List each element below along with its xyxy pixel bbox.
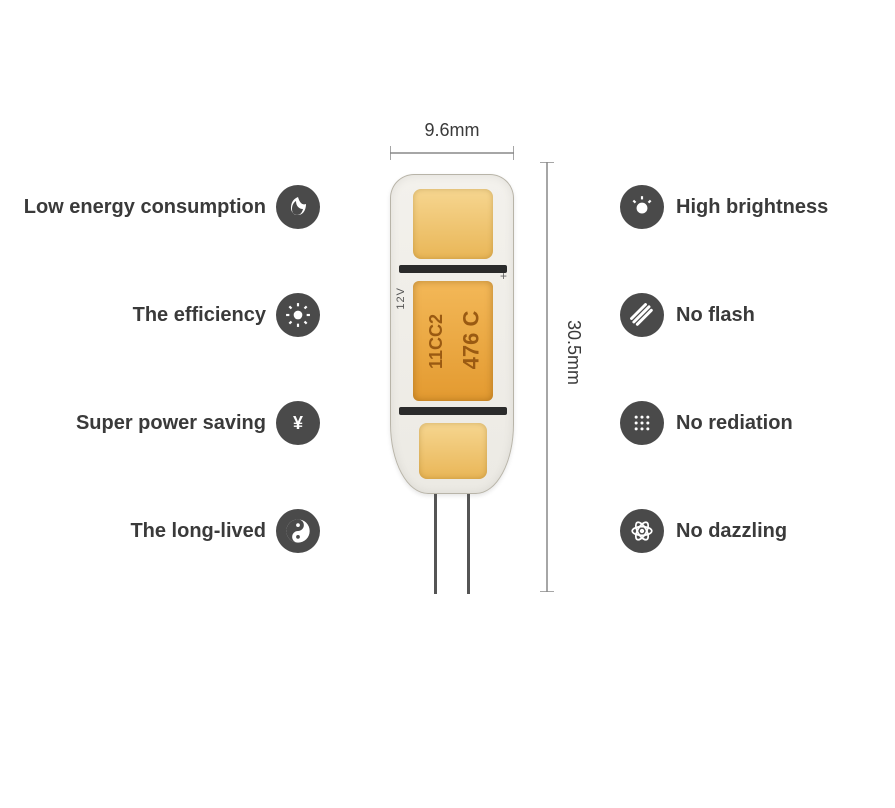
feature-long-lived: The long-lived bbox=[0, 509, 320, 553]
led-bulb: 12V + 476 C 11CC2 bbox=[390, 174, 514, 594]
feature-label: The long-lived bbox=[130, 520, 266, 543]
yen-icon: ¥ bbox=[276, 401, 320, 445]
feature-power-saving: Super power saving ¥ bbox=[0, 401, 320, 445]
slash-icon bbox=[620, 293, 664, 337]
voltage-label: 12V bbox=[395, 287, 407, 310]
bulb-icon bbox=[620, 185, 664, 229]
chip-text-2: 11CC2 bbox=[426, 314, 447, 369]
feature-no-dazzling: No dazzling bbox=[620, 509, 890, 553]
feature-no-radiation: No rediation bbox=[620, 401, 890, 445]
height-dimension-label: 30.5mm bbox=[563, 320, 584, 385]
width-dimension-label: 9.6mm bbox=[392, 120, 512, 141]
feature-label: The efficiency bbox=[133, 304, 266, 327]
feature-low-energy: Low energy consumption bbox=[0, 185, 320, 229]
pin-right bbox=[467, 494, 470, 594]
width-dimension-line bbox=[390, 146, 514, 160]
chip-text-1: 476 C bbox=[459, 311, 485, 370]
yinyang-icon bbox=[276, 509, 320, 553]
right-features-list: High brightness No flash No rediation No… bbox=[620, 185, 890, 553]
feature-label: Low energy consumption bbox=[24, 196, 266, 219]
polarity-mark: + bbox=[500, 269, 507, 283]
capacitor-chip: 476 C 11CC2 bbox=[413, 281, 493, 401]
feature-efficiency: The efficiency bbox=[0, 293, 320, 337]
sun-icon bbox=[276, 293, 320, 337]
feature-label: No dazzling bbox=[676, 520, 787, 543]
feature-label: No flash bbox=[676, 304, 755, 327]
left-features-list: Low energy consumption The efficiency Su… bbox=[0, 185, 320, 553]
circuit-band bbox=[399, 265, 507, 273]
feature-label: Super power saving bbox=[76, 412, 266, 435]
circuit-band bbox=[399, 407, 507, 415]
led-chip-bottom bbox=[419, 423, 487, 479]
feature-label: High brightness bbox=[676, 196, 828, 219]
infographic-container: Low energy consumption The efficiency Su… bbox=[0, 0, 895, 808]
pin-left bbox=[434, 494, 437, 594]
dots-icon bbox=[620, 401, 664, 445]
product-diagram: 9.6mm 30.5mm 12V + 476 C 11CC2 bbox=[345, 120, 595, 680]
svg-text:¥: ¥ bbox=[293, 413, 303, 433]
led-chip-top bbox=[413, 189, 493, 259]
height-dimension-line bbox=[540, 162, 554, 592]
feature-no-flash: No flash bbox=[620, 293, 890, 337]
feature-high-brightness: High brightness bbox=[620, 185, 890, 229]
feature-label: No rediation bbox=[676, 412, 793, 435]
bulb-body: 12V + 476 C 11CC2 bbox=[390, 174, 514, 494]
atom-icon bbox=[620, 509, 664, 553]
leaf-icon bbox=[276, 185, 320, 229]
